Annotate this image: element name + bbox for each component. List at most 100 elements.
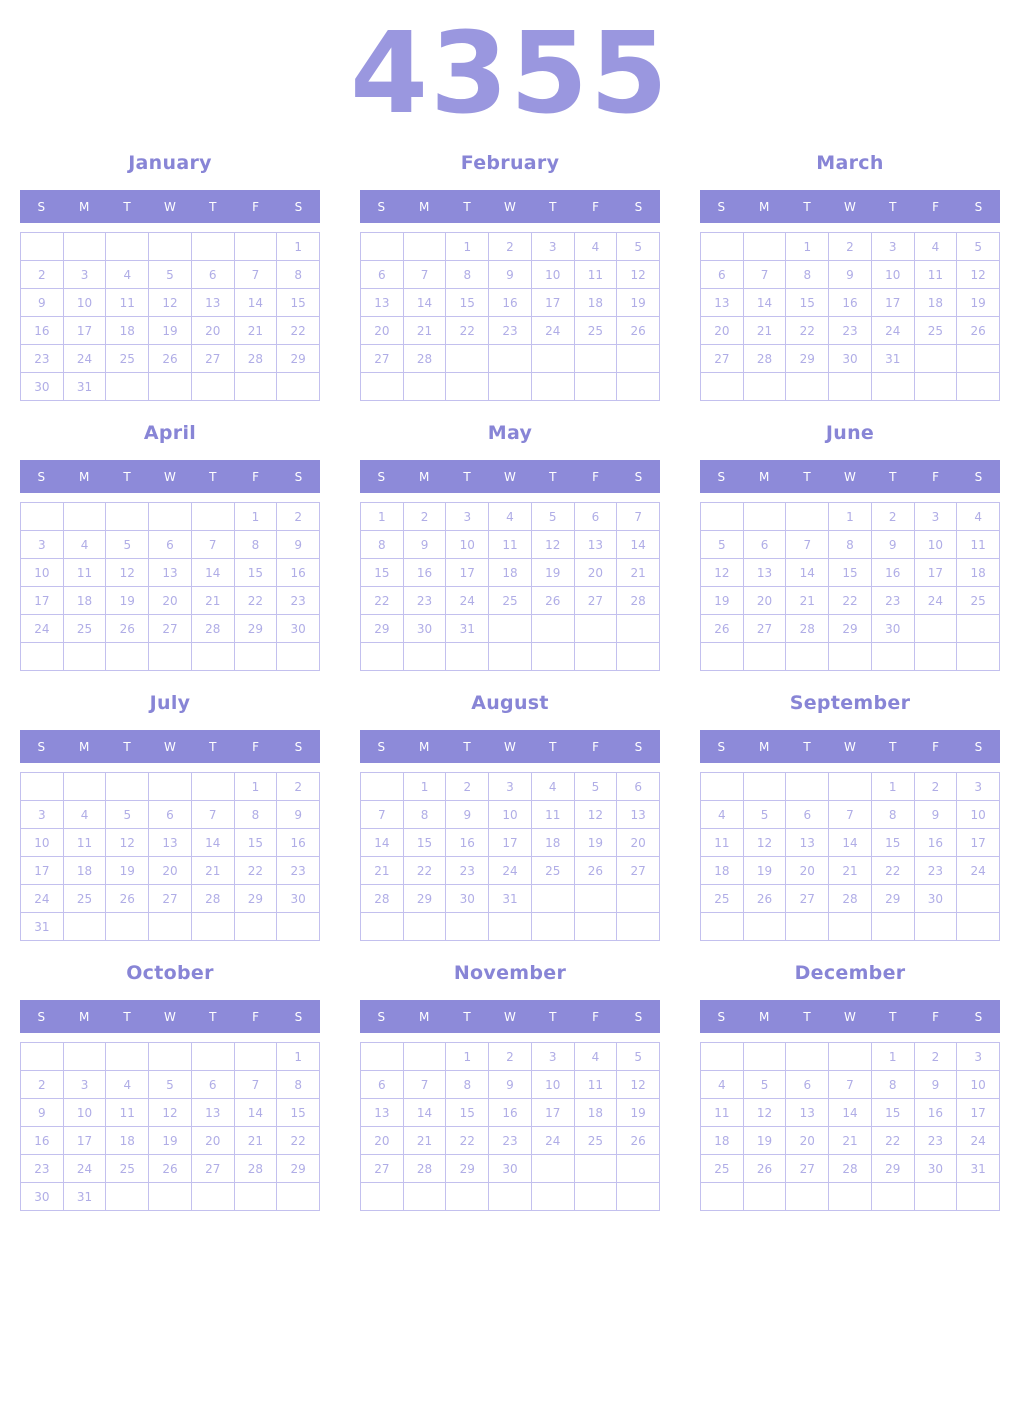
day-cell[interactable]: 10 (489, 801, 532, 829)
day-cell[interactable]: 31 (957, 1155, 1000, 1183)
day-cell[interactable]: 26 (531, 587, 575, 615)
day-cell[interactable]: 26 (743, 1155, 787, 1183)
day-cell[interactable]: 2 (829, 233, 872, 261)
day-cell[interactable]: 7 (403, 261, 447, 289)
day-cell[interactable]: 5 (106, 531, 150, 559)
day-cell[interactable]: 6 (743, 531, 787, 559)
day-cell[interactable]: 24 (957, 857, 1000, 885)
day-cell[interactable]: 18 (106, 317, 150, 345)
day-cell[interactable]: 12 (149, 289, 192, 317)
day-cell[interactable]: 28 (191, 885, 235, 913)
day-cell[interactable]: 6 (361, 1071, 404, 1099)
day-cell[interactable]: 26 (617, 317, 660, 345)
day-cell[interactable]: 17 (446, 559, 490, 587)
day-cell[interactable]: 16 (277, 559, 320, 587)
day-cell[interactable]: 22 (403, 857, 447, 885)
day-cell[interactable]: 9 (277, 801, 320, 829)
day-cell[interactable]: 18 (701, 857, 744, 885)
day-cell[interactable]: 17 (489, 829, 532, 857)
day-cell[interactable]: 19 (701, 587, 744, 615)
day-cell[interactable]: 29 (446, 1155, 490, 1183)
day-cell[interactable]: 10 (21, 829, 64, 857)
day-cell[interactable]: 24 (531, 1127, 575, 1155)
day-cell[interactable]: 8 (446, 1071, 490, 1099)
day-cell[interactable]: 16 (489, 1099, 532, 1127)
day-cell[interactable]: 15 (277, 1099, 320, 1127)
day-cell[interactable]: 16 (21, 317, 64, 345)
day-cell[interactable]: 16 (403, 559, 447, 587)
day-cell[interactable]: 22 (446, 1127, 490, 1155)
day-cell[interactable]: 11 (106, 1099, 150, 1127)
day-cell[interactable]: 3 (21, 531, 64, 559)
day-cell[interactable]: 7 (403, 1071, 447, 1099)
day-cell[interactable]: 5 (106, 801, 150, 829)
day-cell[interactable]: 21 (191, 857, 235, 885)
day-cell[interactable]: 8 (234, 801, 278, 829)
day-cell[interactable]: 2 (21, 1071, 64, 1099)
day-cell[interactable]: 12 (574, 801, 618, 829)
day-cell[interactable]: 10 (871, 261, 915, 289)
day-cell[interactable]: 31 (63, 373, 107, 401)
day-cell[interactable]: 15 (403, 829, 447, 857)
day-cell[interactable]: 26 (743, 885, 787, 913)
day-cell[interactable]: 27 (743, 615, 787, 643)
day-cell[interactable]: 2 (446, 773, 490, 801)
day-cell[interactable]: 10 (21, 559, 64, 587)
day-cell[interactable]: 6 (786, 801, 830, 829)
day-cell[interactable]: 16 (914, 829, 958, 857)
day-cell[interactable]: 11 (701, 1099, 744, 1127)
day-cell[interactable]: 4 (63, 531, 107, 559)
day-cell[interactable]: 3 (446, 503, 490, 531)
day-cell[interactable]: 25 (914, 317, 958, 345)
day-cell[interactable]: 15 (234, 559, 278, 587)
day-cell[interactable]: 11 (531, 801, 575, 829)
day-cell[interactable]: 11 (106, 289, 150, 317)
day-cell[interactable]: 14 (361, 829, 404, 857)
day-cell[interactable]: 31 (446, 615, 490, 643)
day-cell[interactable]: 6 (786, 1071, 830, 1099)
day-cell[interactable]: 11 (489, 531, 532, 559)
day-cell[interactable]: 18 (106, 1127, 150, 1155)
day-cell[interactable]: 1 (829, 503, 872, 531)
day-cell[interactable]: 13 (191, 289, 235, 317)
day-cell[interactable]: 27 (361, 345, 404, 373)
day-cell[interactable]: 15 (446, 1099, 490, 1127)
day-cell[interactable]: 8 (277, 261, 320, 289)
day-cell[interactable]: 6 (617, 773, 660, 801)
day-cell[interactable]: 13 (617, 801, 660, 829)
day-cell[interactable]: 11 (574, 261, 618, 289)
day-cell[interactable]: 31 (489, 885, 532, 913)
day-cell[interactable]: 20 (191, 1127, 235, 1155)
day-cell[interactable]: 16 (489, 289, 532, 317)
day-cell[interactable]: 5 (531, 503, 575, 531)
day-cell[interactable]: 31 (871, 345, 915, 373)
day-cell[interactable]: 3 (63, 261, 107, 289)
day-cell[interactable]: 14 (786, 559, 830, 587)
day-cell[interactable]: 12 (701, 559, 744, 587)
day-cell[interactable]: 27 (191, 345, 235, 373)
day-cell[interactable]: 30 (871, 615, 915, 643)
day-cell[interactable]: 14 (829, 1099, 872, 1127)
day-cell[interactable]: 21 (743, 317, 787, 345)
day-cell[interactable]: 25 (701, 1155, 744, 1183)
day-cell[interactable]: 9 (489, 261, 532, 289)
day-cell[interactable]: 22 (871, 1127, 915, 1155)
day-cell[interactable]: 26 (957, 317, 1000, 345)
day-cell[interactable]: 4 (489, 503, 532, 531)
day-cell[interactable]: 2 (489, 1043, 532, 1071)
day-cell[interactable]: 28 (403, 345, 447, 373)
day-cell[interactable]: 27 (149, 885, 192, 913)
day-cell[interactable]: 20 (574, 559, 618, 587)
day-cell[interactable]: 5 (701, 531, 744, 559)
day-cell[interactable]: 22 (871, 857, 915, 885)
day-cell[interactable]: 12 (531, 531, 575, 559)
day-cell[interactable]: 20 (149, 587, 192, 615)
day-cell[interactable]: 1 (446, 1043, 490, 1071)
day-cell[interactable]: 9 (21, 289, 64, 317)
day-cell[interactable]: 25 (574, 1127, 618, 1155)
day-cell[interactable]: 9 (871, 531, 915, 559)
day-cell[interactable]: 11 (957, 531, 1000, 559)
day-cell[interactable]: 13 (786, 829, 830, 857)
day-cell[interactable]: 24 (63, 1155, 107, 1183)
day-cell[interactable]: 3 (871, 233, 915, 261)
